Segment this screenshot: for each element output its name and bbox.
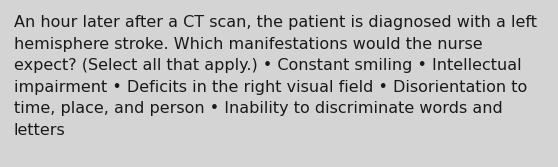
Text: An hour later after a CT scan, the patient is diagnosed with a left
hemisphere s: An hour later after a CT scan, the patie… xyxy=(14,15,537,138)
